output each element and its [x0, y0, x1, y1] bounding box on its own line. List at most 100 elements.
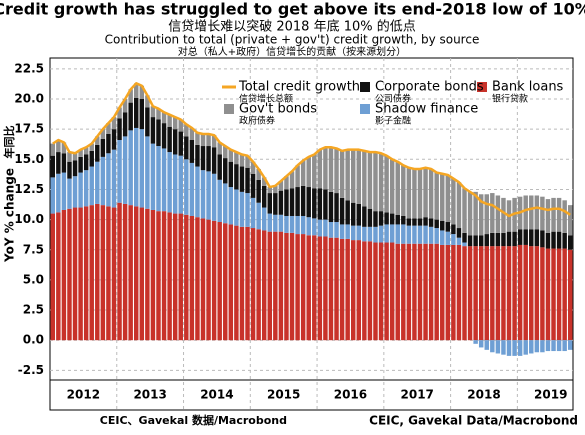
bar	[501, 197, 506, 233]
bar	[523, 195, 528, 230]
bar	[351, 225, 356, 241]
bar	[289, 171, 295, 189]
bar	[456, 228, 462, 238]
bar	[106, 123, 111, 134]
bar	[239, 154, 245, 167]
bar	[334, 222, 339, 238]
legend-label-zh: 影子金融	[375, 115, 411, 127]
bar	[478, 246, 484, 341]
bar	[440, 244, 445, 341]
bar	[161, 112, 167, 124]
bar	[178, 119, 183, 132]
bar	[312, 218, 317, 236]
bar	[261, 207, 267, 231]
bar	[200, 146, 206, 171]
bar	[184, 124, 189, 137]
bar	[89, 150, 94, 167]
bar	[312, 235, 317, 341]
bar	[256, 168, 261, 180]
bar	[362, 241, 367, 341]
bar	[490, 340, 495, 353]
bar	[295, 165, 300, 188]
bar	[184, 136, 189, 160]
bar	[284, 176, 289, 190]
bar	[401, 224, 406, 244]
bar	[245, 167, 250, 194]
bar	[178, 131, 183, 156]
bar	[111, 129, 117, 150]
bar	[189, 215, 195, 341]
bar	[389, 159, 395, 214]
bar	[412, 225, 417, 244]
bar	[490, 232, 495, 247]
bar	[122, 203, 128, 341]
total-line	[52, 82, 571, 218]
legend-label-zh: 银行贷款	[492, 93, 528, 105]
bar	[61, 172, 67, 210]
bar	[89, 143, 94, 151]
bar	[289, 215, 295, 233]
legend-label: Shadow finance	[375, 102, 478, 117]
bar	[106, 153, 111, 207]
bar	[356, 240, 362, 341]
x-tick-label: 2017	[401, 388, 434, 402]
bar	[56, 173, 61, 213]
bar	[462, 246, 467, 341]
bar	[389, 213, 395, 225]
bar	[501, 246, 506, 341]
x-tick-label: 2018	[467, 388, 500, 402]
bar	[456, 244, 462, 341]
bar	[317, 219, 323, 237]
bar	[250, 161, 256, 174]
bar	[351, 149, 356, 203]
bar	[56, 140, 61, 153]
bar	[273, 193, 278, 215]
bar	[195, 144, 200, 167]
bar	[378, 211, 384, 226]
bar	[184, 159, 189, 215]
bar	[95, 144, 100, 162]
bar	[462, 232, 467, 243]
bar	[389, 242, 395, 341]
bar	[456, 182, 462, 229]
bar	[445, 244, 451, 341]
bar	[517, 229, 523, 245]
bar	[501, 232, 506, 247]
bar	[478, 235, 484, 247]
bar	[100, 129, 106, 139]
bar	[484, 194, 489, 235]
bar	[389, 224, 395, 243]
bar	[61, 142, 67, 154]
bar	[256, 202, 261, 230]
bar	[178, 213, 183, 341]
bar	[172, 129, 178, 155]
bar	[67, 161, 72, 179]
bar	[540, 247, 545, 341]
bar	[167, 212, 172, 341]
bar	[490, 193, 495, 233]
bar	[300, 215, 306, 235]
bar	[261, 177, 267, 186]
y-tick-label: 22.5	[14, 61, 44, 75]
bar	[172, 117, 178, 130]
bar	[395, 214, 400, 225]
legend-swatch	[360, 82, 370, 92]
bar	[278, 181, 284, 191]
y-axis-label: YoY % change	[3, 168, 17, 263]
bar	[356, 225, 362, 241]
bar	[156, 108, 161, 120]
legend-label-zh: 公司债券	[375, 93, 411, 105]
bar	[89, 205, 94, 341]
y-tick-label: 5.0	[23, 272, 44, 286]
bar	[428, 243, 434, 341]
bar	[534, 229, 540, 247]
bar	[406, 225, 412, 244]
bar	[156, 211, 161, 341]
bar	[339, 150, 345, 198]
y-tick-label: 17.5	[14, 122, 44, 136]
y-tick-label: -2.5	[18, 363, 44, 377]
legend-swatch	[477, 82, 487, 92]
bar	[111, 117, 117, 130]
legend-swatch	[224, 104, 234, 114]
bar	[128, 89, 133, 103]
